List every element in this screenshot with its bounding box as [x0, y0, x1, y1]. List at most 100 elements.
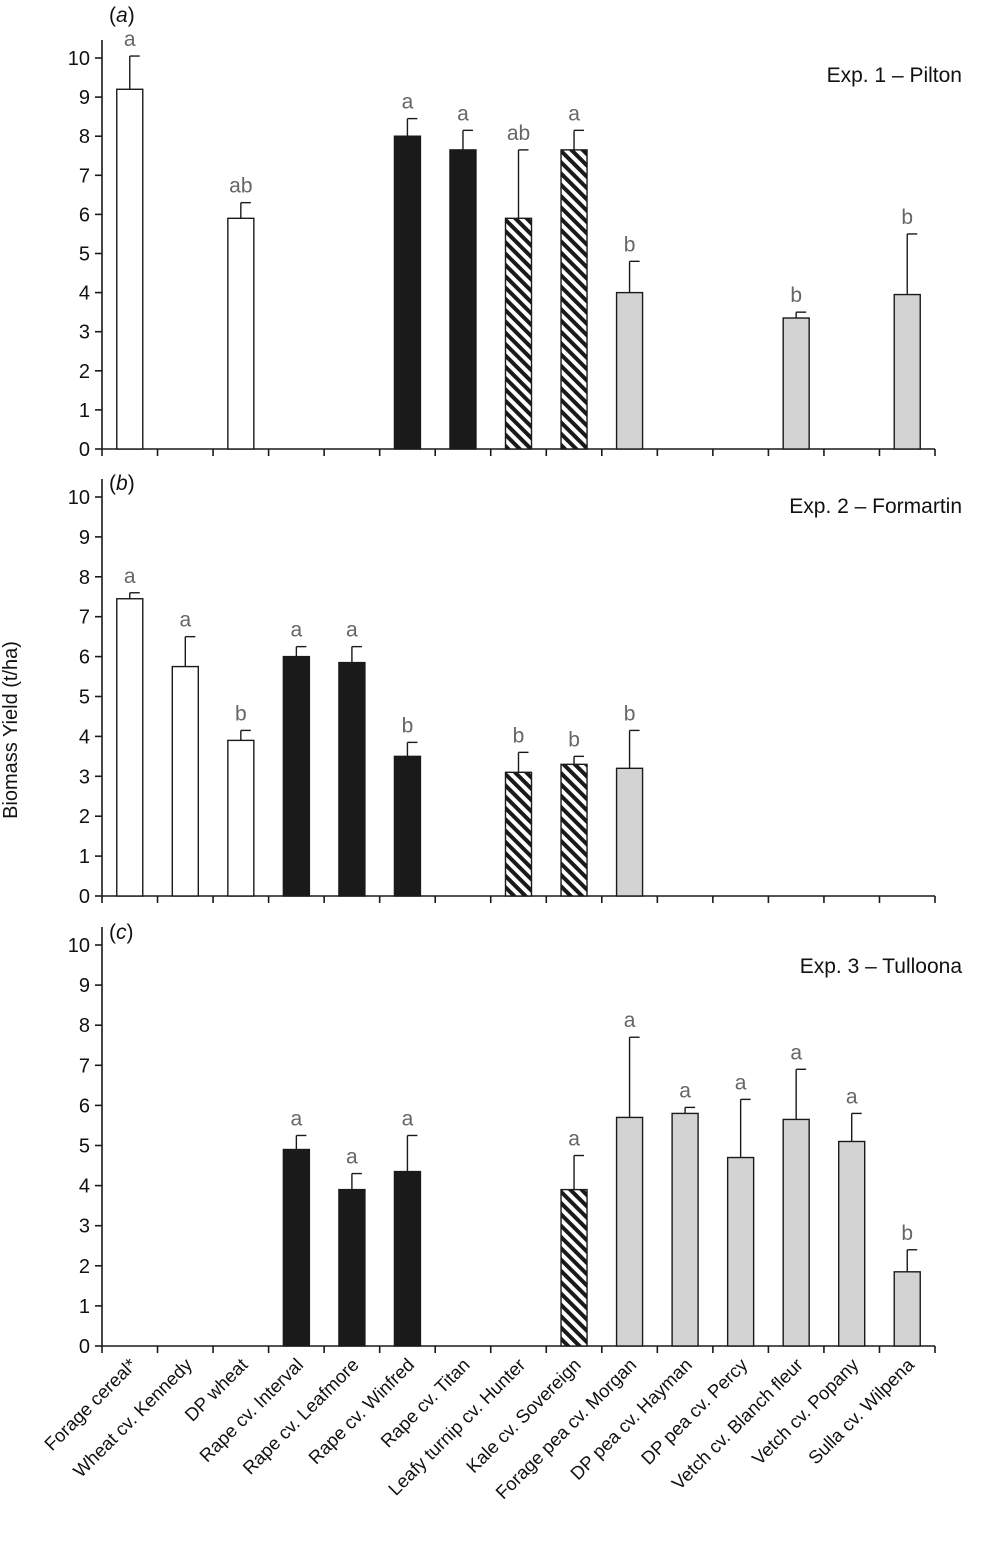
y-tick-label: 0	[79, 886, 90, 908]
y-tick-label: 4	[79, 726, 90, 748]
significance-label: a	[846, 1085, 858, 1108]
y-axis-label: Biomass Yield (t/ha)	[0, 641, 22, 819]
significance-label: ab	[229, 175, 252, 198]
bar	[393, 1170, 422, 1347]
y-tick-label: 3	[79, 1216, 90, 1238]
significance-label: b	[513, 724, 525, 747]
significance-label: b	[235, 702, 247, 725]
significance-label: a	[402, 91, 414, 114]
bar	[116, 598, 144, 897]
bar	[171, 665, 200, 897]
bar	[393, 135, 422, 450]
y-tick-label: 5	[79, 687, 90, 709]
bar	[338, 661, 366, 897]
bar	[615, 291, 644, 450]
panel-title: Exp. 3 – Tulloona	[800, 955, 963, 978]
significance-label: a	[346, 619, 358, 642]
y-tick-label: 1	[79, 846, 90, 868]
y-tick-label: 0	[79, 1336, 90, 1358]
y-tick-label: 3	[79, 766, 90, 788]
significance-label: a	[124, 565, 136, 588]
significance-label: a	[179, 609, 191, 632]
significance-label: a	[624, 1009, 636, 1032]
significance-label: ab	[507, 122, 530, 145]
y-tick-label: 4	[79, 1176, 90, 1198]
y-tick-label: 10	[68, 935, 90, 957]
panel-letter-text: a	[116, 4, 128, 27]
significance-label: a	[457, 102, 469, 125]
panel-title: Exp. 2 – Formartin	[789, 495, 962, 518]
y-tick-label: 3	[79, 322, 90, 344]
bar	[393, 755, 422, 897]
significance-label: b	[901, 1222, 913, 1245]
bar	[227, 217, 255, 450]
bar	[282, 655, 311, 897]
y-tick-label: 9	[79, 87, 90, 109]
panel-b: 0 1 2 3 4 5 6 7 8 9 10 (b) Exp. 2 – Formartin a a b a a b b…	[68, 472, 962, 908]
y-tick-label: 9	[79, 527, 90, 549]
significance-label: b	[901, 206, 913, 229]
significance-label: b	[402, 714, 414, 737]
y-tick-label: 7	[79, 607, 90, 629]
significance-label: a	[735, 1071, 747, 1094]
y-tick-label: 2	[79, 1256, 90, 1278]
significance-label: a	[790, 1041, 802, 1064]
significance-label: a	[346, 1146, 358, 1169]
y-tick-label: 2	[79, 361, 90, 383]
bar	[560, 1188, 588, 1347]
bar	[560, 763, 588, 897]
panel-title: Exp. 1 – Pilton	[827, 64, 962, 87]
y-tick-label: 6	[79, 1095, 90, 1117]
significance-label: a	[291, 1107, 303, 1130]
bar	[782, 317, 810, 450]
significance-label: b	[790, 284, 802, 307]
y-tick-label: 8	[79, 567, 90, 589]
bar	[504, 771, 533, 897]
significance-label: a	[124, 28, 136, 51]
y-tick-label: 5	[79, 1136, 90, 1158]
y-tick-label: 1	[79, 1296, 90, 1318]
y-tick-label: 7	[79, 1055, 90, 1077]
bar	[449, 149, 477, 450]
significance-label: b	[624, 233, 636, 256]
significance-label: a	[568, 1128, 580, 1151]
bar	[615, 767, 644, 897]
y-tick-label: 4	[79, 283, 90, 305]
y-tick-label: 9	[79, 975, 90, 997]
category-label: Rape cv. Interval	[195, 1354, 307, 1466]
bar	[227, 739, 255, 897]
panel-letter-text: b	[116, 472, 128, 495]
y-tick-label: 10	[68, 48, 90, 70]
panel-letter: (b)	[109, 472, 135, 495]
bar	[282, 1148, 311, 1347]
y-tick-label: 0	[79, 439, 90, 461]
bar	[116, 88, 144, 450]
y-tick-label: 6	[79, 204, 90, 226]
bar	[504, 217, 533, 450]
bar	[671, 1112, 699, 1347]
bar	[893, 1271, 921, 1347]
significance-label: b	[568, 728, 580, 751]
bar	[338, 1188, 366, 1347]
bar	[838, 1140, 866, 1347]
y-tick-label: 6	[79, 647, 90, 669]
significance-label: a	[291, 619, 303, 642]
y-tick-label: 5	[79, 244, 90, 266]
category-label: Forage cereal*	[40, 1354, 141, 1455]
y-tick-label: 10	[68, 487, 90, 509]
bar	[782, 1118, 810, 1347]
significance-label: b	[624, 702, 636, 725]
y-tick-label: 1	[79, 400, 90, 422]
y-tick-label: 7	[79, 165, 90, 187]
bar	[726, 1156, 755, 1347]
significance-label: a	[402, 1107, 414, 1130]
panel-letter: (a)	[109, 4, 135, 27]
y-tick-label: 8	[79, 126, 90, 148]
bar	[893, 293, 921, 450]
bar	[560, 149, 588, 450]
bar	[615, 1116, 644, 1347]
